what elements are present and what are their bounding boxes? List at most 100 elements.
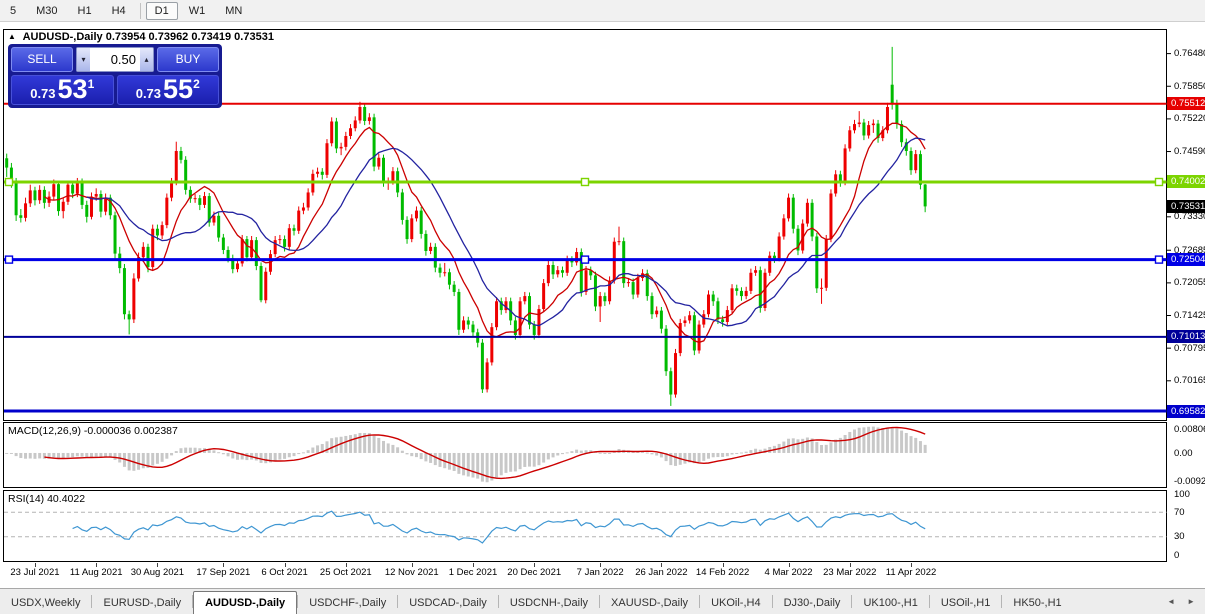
x-axis-tick [788,563,790,567]
timeframe-M30-button[interactable]: M30 [36,4,58,17]
x-axis-label: 11 Apr 2022 [885,567,937,578]
y-axis-tick: 0.72055 [1174,277,1205,289]
y-axis-tick: 0.72685 [1174,244,1205,256]
y-axis-tick: 0.71425 [1174,310,1205,321]
chart-symbol-label: AUDUSD-,Daily [22,31,103,43]
tab-separator [497,595,499,608]
y-axis-tick: 0.75850 [1174,80,1205,92]
chart-title: ▲ AUDUSD-,Daily 0.73954 0.73962 0.73419 … [8,31,274,43]
tab-usoil-h1[interactable]: USOil-,H1 [940,597,991,609]
tab-uk100-h1[interactable]: UK100-,H1 [863,597,918,609]
macd-label: MACD(12,26,9) -0.000036 0.002387 [8,425,178,437]
x-axis-tick [411,563,413,567]
tab-dj30-daily[interactable]: DJ30-,Daily [783,597,841,609]
tab-separator [397,595,399,608]
tab-usdx-weekly[interactable]: USDX,Weekly [11,597,81,609]
macd-panel[interactable] [0,422,1205,489]
x-axis-tick [345,563,347,567]
sell-price-tile[interactable]: 0.73 53 1 [11,75,114,105]
rsi-axis-0: 0 [1174,549,1180,561]
price-badge-0.72504: 0.72504 [1167,253,1205,267]
tab-ukoil-h4[interactable]: UKOil-,H4 [711,597,761,609]
sell-price-sup: 1 [87,77,95,91]
tab-eurusd-daily[interactable]: EURUSD-,Daily [103,597,182,609]
hline-handle[interactable] [4,255,14,264]
hline-handle[interactable] [580,177,590,187]
y-axis-tick: 0.70795 [1174,342,1205,354]
volume-input[interactable] [90,48,140,71]
x-axis-tick [157,563,159,567]
chart-tab-bar: USDX,Weekly EURUSD-,Daily AUDUSD-,Daily USD… [0,588,1205,614]
buy-price-sup: 2 [193,77,200,91]
x-axis-tick [96,563,98,567]
x-axis-label: 17 Sep 2021 [196,567,251,578]
hline-handle[interactable] [1154,177,1164,187]
x-axis-tick [849,563,851,567]
macd-axis-max: 0.008061 [1174,424,1205,435]
sell-button[interactable]: SELL [11,47,73,72]
tab-audusd-daily[interactable]: AUDUSD-,Daily [193,591,298,614]
buy-price-tile[interactable]: 0.73 55 2 [116,74,219,105]
x-axis-label: 4 Mar 2022 [764,567,813,578]
collapse-triangle-icon[interactable]: ▲ [8,32,16,41]
y-axis-tick: 0.76480 [1174,48,1205,60]
macd-signal-line [44,426,926,480]
tab-usdcad-daily[interactable]: USDCAD-,Daily [409,597,487,609]
tab-xauusd-daily[interactable]: XAUUSD-,Daily [611,597,689,609]
volume-increase-button[interactable]: ▴ [140,48,153,71]
price-badge-0.75512: 0.75512 [1167,97,1205,111]
timeframe-MN-button[interactable]: MN [225,4,243,17]
volume-decrease-button[interactable]: ▾ [77,48,90,71]
timeframe-H4-button[interactable]: H4 [111,4,126,17]
candles-layer [5,46,927,406]
x-axis-label: 11 Aug 2021 [69,567,123,578]
hline-handle[interactable] [1154,255,1164,264]
x-axis-label: 12 Nov 2021 [384,567,439,578]
hline-handle[interactable] [4,177,14,187]
rsi-label: RSI(14) 40.4022 [8,493,86,505]
y-axis-tick: 0.73330 [1174,211,1205,223]
buy-button[interactable]: BUY [157,47,219,72]
tab-separator [771,595,773,608]
buy-price-prefix: 0.73 [135,86,162,101]
current-price-badge: 0.73531 [1167,199,1205,213]
timeframe-5-button[interactable]: 5 [10,4,17,17]
chart-ohlc-values: 0.73954 0.73962 0.73419 0.73531 [105,31,274,43]
rsi-axis-30: 30 [1174,531,1185,543]
tab-hk50-h1[interactable]: HK50-,H1 [1013,597,1062,609]
sell-price-prefix: 0.73 [30,86,56,101]
x-axis-label: 26 Jan 2022 [635,567,688,578]
x-axis-tick [34,563,36,567]
x-axis-tick [223,563,225,567]
tab-separator [851,595,853,608]
timeframe-D1-button[interactable]: D1 [145,1,178,20]
x-axis-label: 1 Dec 2021 [448,567,498,578]
x-axis-label: 30 Aug 2021 [130,567,185,578]
x-axis-tick [284,563,286,567]
tab-scroll-arrows: ◄ ► [1161,589,1205,614]
one-click-trade-widget: SELL ▾ ▴ BUY 0.73 53 1 0.73 55 2 [8,44,222,108]
tab-separator [1001,595,1003,608]
x-axis-label: 6 Oct 2021 [261,567,308,578]
tab-separator [91,595,93,608]
sell-price-big: 53 [57,74,88,105]
macd-axis-min: -0.00928 [1174,476,1205,487]
ma-line-9 [44,122,926,344]
tab-usdcnh-daily[interactable]: USDCNH-,Daily [509,597,589,609]
x-axis-tick [534,563,536,567]
tab-usdchf-daily[interactable]: USDCHF-,Daily [309,597,387,609]
timeframe-W1-button[interactable]: W1 [188,4,206,17]
rsi-panel[interactable] [0,490,1205,563]
buy-price-big: 55 [163,74,194,105]
hline-handle[interactable] [580,255,590,264]
tab-scroll-right-icon[interactable]: ► [1187,597,1195,606]
x-axis-tick [600,563,602,567]
macd-axis-zero: 0.00 [1174,447,1193,459]
tab-separator [928,595,930,608]
tab-scroll-left-icon[interactable]: ◄ [1167,597,1176,606]
y-axis-tick: 0.75220 [1174,113,1205,125]
toolbar-separator [139,2,141,19]
price-badge-0.69582: 0.69582 [1167,404,1205,418]
x-axis-label: 7 Jan 2022 [576,567,624,578]
timeframe-H1-button[interactable]: H1 [77,4,92,17]
